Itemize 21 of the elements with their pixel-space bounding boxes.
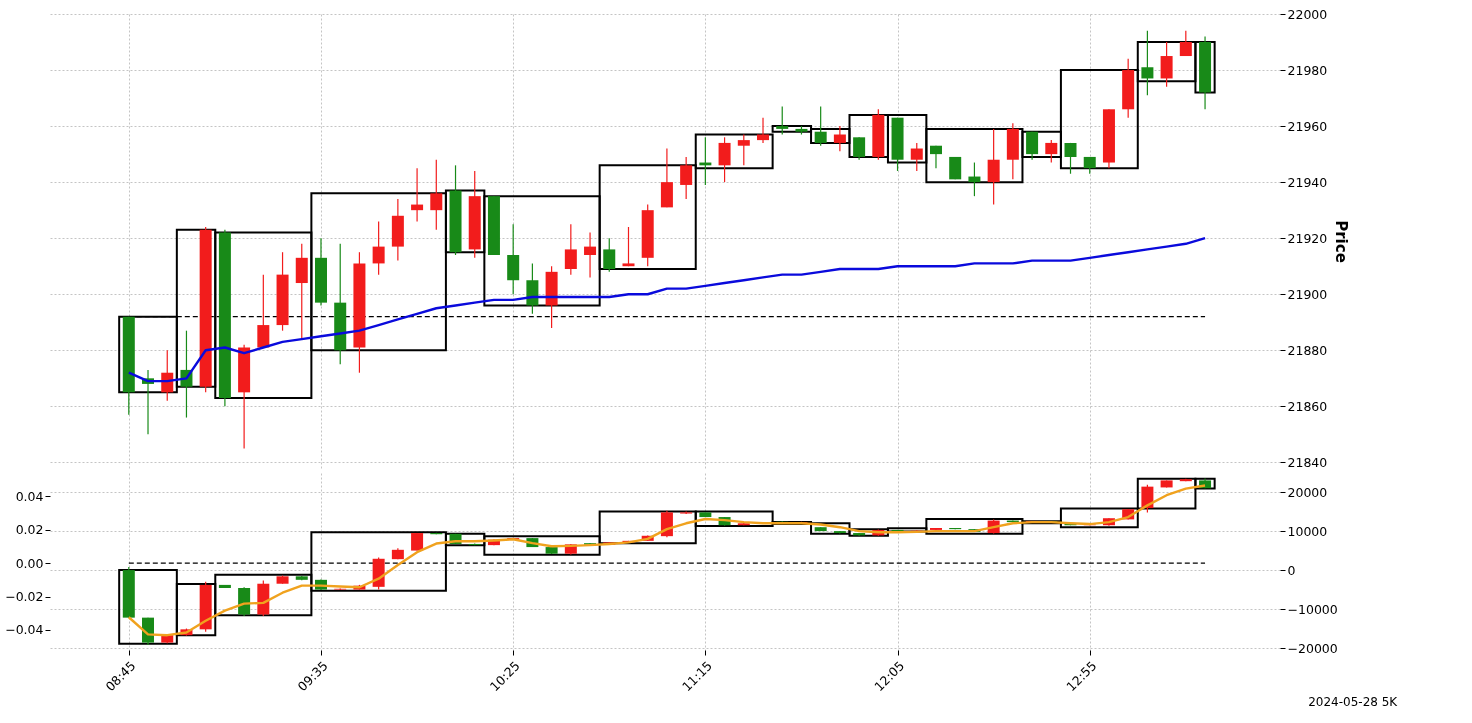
y2-axis-title: Price [1332, 220, 1351, 263]
y2-tick-label: 21980 [1287, 62, 1328, 78]
text: 2024-05-28 5K [1308, 695, 1399, 710]
y2-tick-label: 21840 [1287, 454, 1328, 470]
y2-tick-label: 0 [1287, 562, 1296, 578]
y-tick-label: −0.02 [5, 589, 44, 605]
y2-tick-label: −20000 [1287, 640, 1338, 656]
y-tick-label: −0.04 [5, 622, 44, 638]
y2-tick-label: −10000 [1287, 601, 1338, 617]
y-tick-label: 0.00 [15, 555, 44, 571]
y2-tick-label: 10000 [1287, 523, 1328, 539]
y-tick-label: 0.02 [15, 522, 44, 538]
y2-tick-label: 21880 [1287, 342, 1328, 358]
y2-tick-label: 21960 [1287, 118, 1328, 134]
y2-tick-label: 21920 [1287, 230, 1328, 246]
y2-tick-label: 21860 [1287, 398, 1328, 414]
y2-tick-label: 21900 [1287, 286, 1328, 302]
y2-tick-label: 20000 [1287, 484, 1328, 500]
y2-tick-label: 22000 [1287, 6, 1328, 22]
y2-tick-label: 21940 [1287, 174, 1328, 190]
y-tick-label: 0.04 [15, 488, 44, 504]
